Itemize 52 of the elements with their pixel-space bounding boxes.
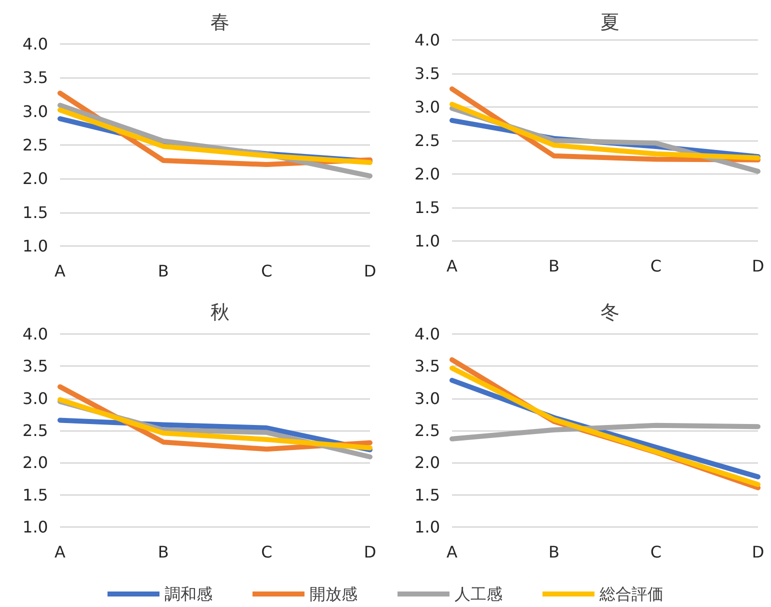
x-tick-label: D bbox=[364, 262, 376, 280]
x-tick-label: A bbox=[446, 256, 458, 276]
legend-label: 開放感 bbox=[310, 584, 358, 604]
y-tick-label: 1.5 bbox=[414, 485, 440, 504]
x-tick-label: D bbox=[752, 542, 764, 562]
y-tick-label: 2.5 bbox=[22, 136, 48, 154]
y-tick-label: 3.0 bbox=[22, 388, 48, 408]
x-tick-label: B bbox=[548, 256, 560, 276]
y-tick-label: 4.0 bbox=[414, 30, 440, 50]
legend-label: 調和感 bbox=[164, 584, 212, 604]
x-tick-label: D bbox=[752, 256, 764, 276]
chart-title: 夏 bbox=[600, 12, 620, 34]
y-tick-label: 2.0 bbox=[22, 169, 48, 188]
y-tick-label: 1.0 bbox=[22, 236, 48, 256]
y-tick-label: 2.5 bbox=[414, 131, 440, 150]
x-tick-label: C bbox=[261, 262, 272, 280]
y-tick-label: 2.5 bbox=[22, 421, 48, 440]
y-tick-label: 3.0 bbox=[414, 98, 440, 116]
y-tick-label: 3.5 bbox=[414, 64, 440, 83]
y-tick-label: 1.0 bbox=[414, 518, 440, 536]
legend-label: 総合評価 bbox=[598, 584, 664, 604]
y-tick-label: 3.5 bbox=[414, 356, 440, 376]
x-tick-label: B bbox=[158, 542, 169, 562]
y-tick-label: 4.0 bbox=[22, 324, 48, 344]
x-tick-label: A bbox=[446, 542, 458, 562]
y-tick-label: 3.5 bbox=[22, 68, 48, 88]
x-tick-label: C bbox=[261, 542, 272, 562]
y-tick-label: 4.0 bbox=[414, 324, 440, 344]
chart-title: 春 bbox=[210, 12, 230, 34]
legend-label: 人工感 bbox=[454, 584, 502, 604]
y-tick-label: 2.5 bbox=[414, 421, 440, 440]
x-tick-label: A bbox=[54, 262, 66, 280]
x-tick-label: C bbox=[650, 256, 662, 276]
y-tick-label: 2.0 bbox=[414, 453, 440, 472]
y-tick-label: 3.0 bbox=[414, 388, 440, 408]
y-tick-label: 1.5 bbox=[414, 198, 440, 217]
y-tick-label: 1.0 bbox=[22, 518, 48, 536]
y-tick-label: 3.0 bbox=[22, 102, 48, 121]
x-tick-label: D bbox=[364, 542, 376, 562]
y-tick-label: 2.0 bbox=[22, 453, 48, 472]
x-tick-label: B bbox=[158, 262, 169, 280]
y-tick-label: 1.5 bbox=[22, 485, 48, 504]
chart-title: 冬 bbox=[600, 302, 620, 324]
y-tick-label: 1.0 bbox=[414, 232, 440, 250]
y-tick-label: 1.5 bbox=[22, 202, 48, 222]
y-tick-label: 4.0 bbox=[22, 34, 48, 54]
x-tick-label: B bbox=[548, 542, 560, 562]
x-tick-label: C bbox=[650, 542, 662, 562]
x-tick-label: A bbox=[54, 542, 66, 562]
y-tick-label: 2.0 bbox=[414, 164, 440, 184]
chart-title: 秋 bbox=[210, 302, 230, 324]
y-tick-label: 3.5 bbox=[22, 356, 48, 376]
